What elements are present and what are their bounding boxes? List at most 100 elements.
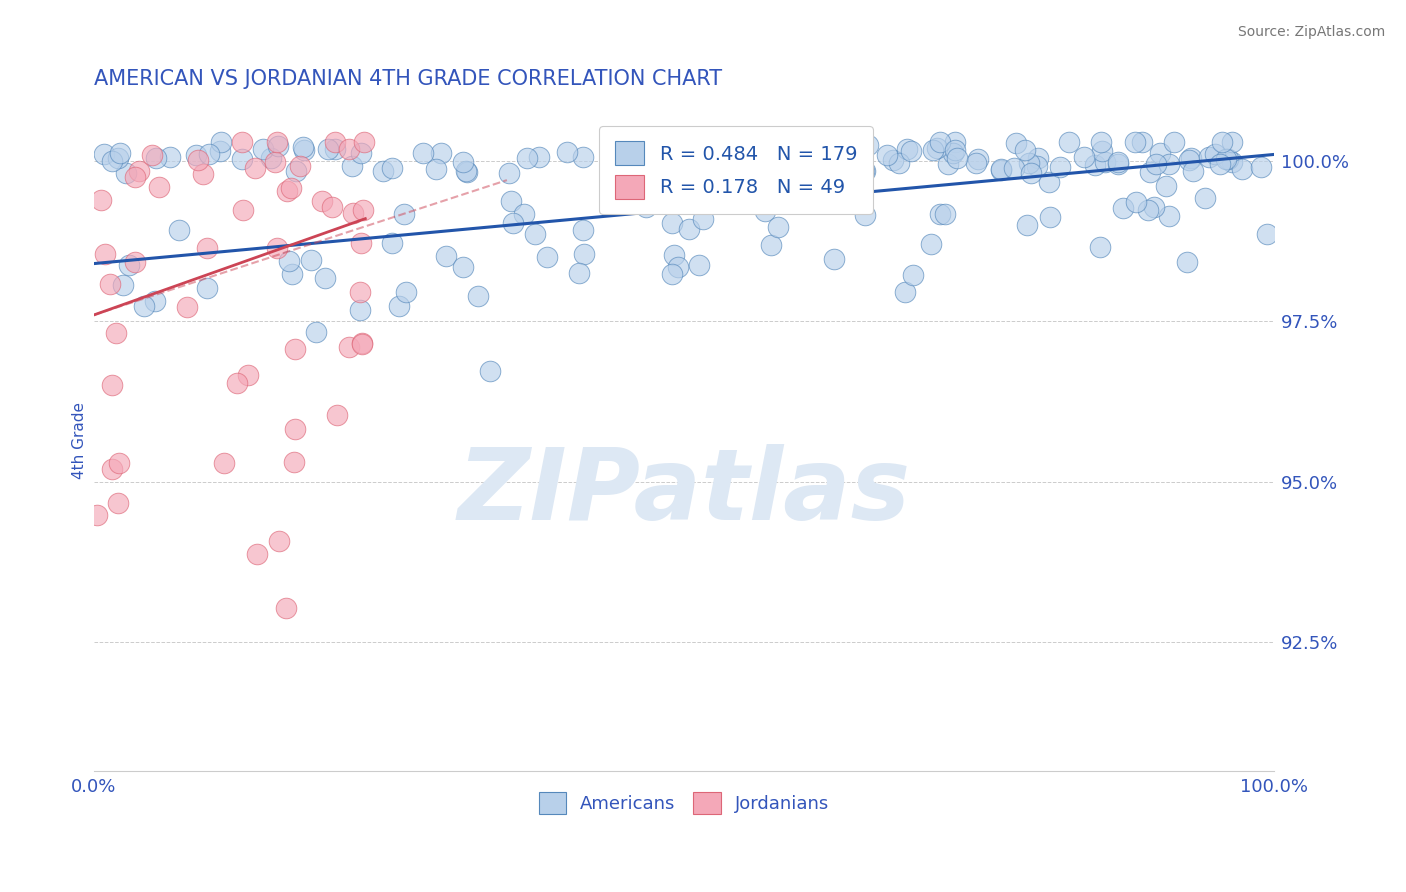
Point <box>1073 150 1095 164</box>
Point <box>900 144 922 158</box>
Point <box>304 325 326 339</box>
Point <box>284 422 307 436</box>
Point <box>451 155 474 169</box>
Point <box>858 137 880 152</box>
Point <box>1125 135 1147 149</box>
Point <box>323 142 346 156</box>
Point <box>479 364 502 378</box>
Point <box>90 193 112 207</box>
Point <box>292 140 315 154</box>
Point <box>349 285 371 299</box>
Point <box>243 161 266 175</box>
Point <box>1057 135 1080 149</box>
Point <box>1209 157 1232 171</box>
Point <box>321 200 343 214</box>
Point <box>1211 135 1233 149</box>
Point <box>990 163 1012 178</box>
Point <box>605 152 627 166</box>
Point <box>148 179 170 194</box>
Point <box>502 216 524 230</box>
Point <box>801 151 824 165</box>
Point <box>467 288 489 302</box>
Point <box>195 240 218 254</box>
Point <box>266 135 288 149</box>
Point <box>451 260 474 274</box>
Point <box>381 235 404 250</box>
Text: Source: ZipAtlas.com: Source: ZipAtlas.com <box>1237 25 1385 39</box>
Point <box>634 159 657 173</box>
Point <box>371 164 394 178</box>
Point <box>1157 157 1180 171</box>
Point <box>350 337 373 351</box>
Point <box>342 159 364 173</box>
Point <box>134 299 156 313</box>
Point <box>292 143 315 157</box>
Point <box>631 148 654 162</box>
Point <box>323 135 346 149</box>
Point <box>1194 191 1216 205</box>
Point <box>1084 158 1107 172</box>
Point <box>276 184 298 198</box>
Point <box>657 162 679 177</box>
Point <box>990 161 1012 176</box>
Point <box>381 161 404 175</box>
Point <box>1112 201 1135 215</box>
Point <box>804 165 827 179</box>
Point <box>267 139 290 153</box>
Point <box>316 142 339 156</box>
Point <box>337 142 360 156</box>
Point <box>1018 156 1040 170</box>
Point <box>108 456 131 470</box>
Point <box>1232 161 1254 176</box>
Point <box>1091 144 1114 158</box>
Point <box>808 146 831 161</box>
Point <box>266 241 288 255</box>
Point <box>523 227 546 242</box>
Point <box>350 235 373 250</box>
Point <box>107 496 129 510</box>
Point <box>901 268 924 282</box>
Point <box>187 153 209 167</box>
Point <box>928 135 950 149</box>
Text: ZIPatlas: ZIPatlas <box>457 444 911 541</box>
Point <box>853 164 876 178</box>
Point <box>395 285 418 300</box>
Point <box>342 205 364 219</box>
Point <box>568 266 591 280</box>
Point <box>1198 150 1220 164</box>
Point <box>280 181 302 195</box>
Point <box>100 154 122 169</box>
Point <box>1094 154 1116 169</box>
Point <box>1107 157 1129 171</box>
Point <box>288 159 311 173</box>
Point <box>337 340 360 354</box>
Point <box>752 161 775 175</box>
Point <box>1220 135 1243 149</box>
Point <box>636 200 658 214</box>
Point <box>114 165 136 179</box>
Point <box>456 164 478 178</box>
Point <box>128 164 150 178</box>
Point <box>754 203 776 218</box>
Point <box>920 237 942 252</box>
Point <box>314 270 336 285</box>
Point <box>513 206 536 220</box>
Point <box>852 163 875 178</box>
Point <box>107 151 129 165</box>
Point <box>176 300 198 314</box>
Point <box>851 153 873 167</box>
Point <box>145 151 167 165</box>
Point <box>673 146 696 161</box>
Point <box>942 146 965 161</box>
Point <box>841 139 863 153</box>
Point <box>124 169 146 184</box>
Point <box>1002 161 1025 176</box>
Point <box>1215 153 1237 167</box>
Point <box>624 154 647 169</box>
Point <box>283 342 305 356</box>
Point <box>274 601 297 615</box>
Point <box>252 143 274 157</box>
Point <box>853 208 876 222</box>
Point <box>1156 179 1178 194</box>
Point <box>1143 200 1166 214</box>
